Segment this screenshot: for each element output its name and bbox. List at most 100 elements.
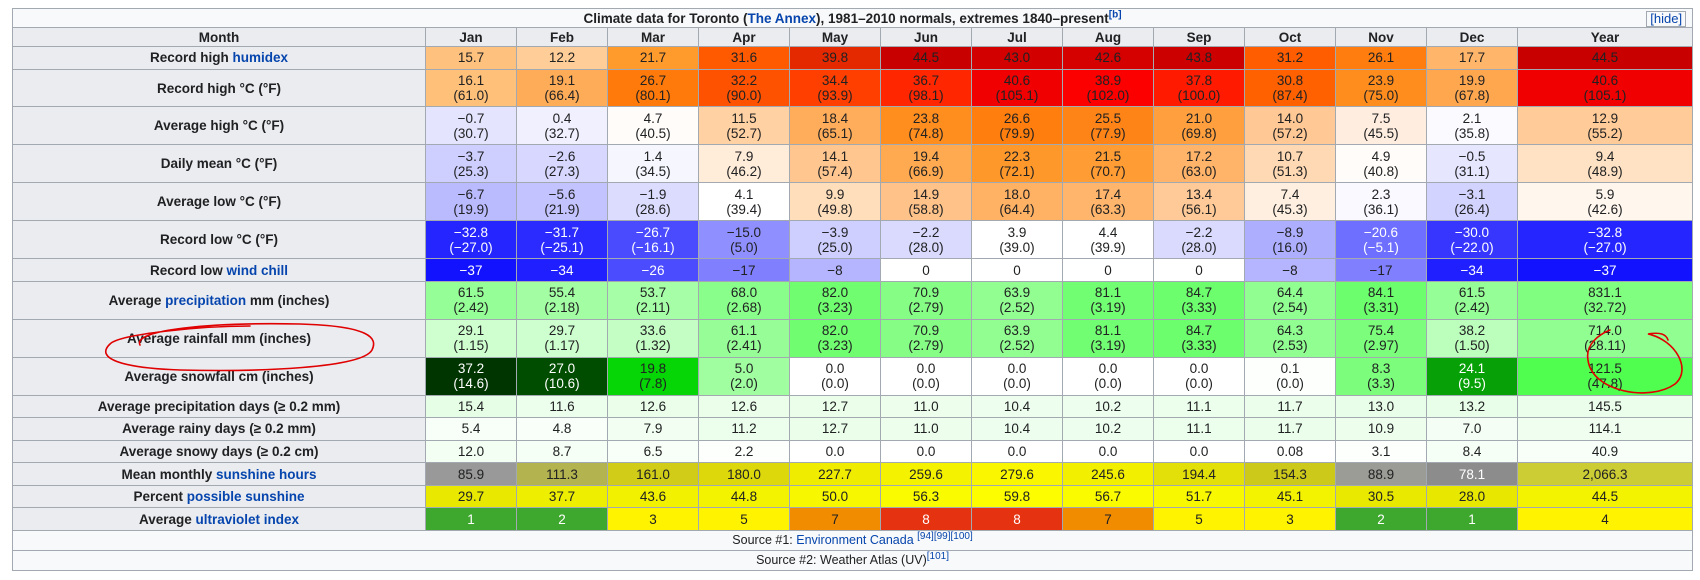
cell-value: 10.9	[1367, 421, 1395, 437]
source-2-label: Source #2: Weather Atlas (UV)	[756, 553, 927, 567]
cell-value-secondary: (25.0)	[817, 239, 853, 255]
cell-value-secondary: (2.54)	[1272, 300, 1308, 316]
cell-year: 145.5	[1516, 394, 1694, 419]
caption-link-the-annex[interactable]: The Annex	[747, 10, 817, 26]
cell-value: 84.7	[1185, 285, 1213, 301]
cell-value-secondary: (40.8)	[1363, 163, 1399, 179]
cell-value: 12.7	[821, 398, 849, 414]
cell-value: 7	[1104, 511, 1112, 527]
row-label-link[interactable]: wind chill	[226, 262, 289, 278]
cell-mar: 161.0	[607, 462, 699, 486]
cell-apr: 11.5 (52.7)	[698, 106, 790, 146]
row-label: Average rainy days (≥ 0.2 mm)	[12, 417, 426, 441]
row-label-suffix: mm (inches)	[246, 292, 330, 308]
source-2-refs[interactable]: [101]	[926, 550, 949, 562]
cell-year: −32.8 (−27.0)	[1516, 220, 1694, 260]
table-row: Mean monthly sunshine hours 85.9 111.3 161.…	[12, 462, 1694, 486]
header-jul: Jul	[971, 27, 1063, 47]
cell-value-secondary: (21.9)	[544, 201, 580, 217]
cell-value: 43.6	[639, 489, 667, 505]
cell-dec: 78.1	[1426, 462, 1518, 486]
cell-value-secondary: (48.9)	[1587, 163, 1623, 179]
cell-value: −2.2	[1185, 224, 1213, 240]
row-label-link[interactable]: sunshine hours	[216, 466, 317, 482]
cell-value-secondary: (2.97)	[1363, 338, 1399, 354]
cell-value: 14.0	[1276, 110, 1304, 126]
cell-value: 75.4	[1367, 323, 1395, 339]
cell-value: 32.2	[730, 73, 758, 88]
cell-apr: 180.0	[698, 462, 790, 486]
row-label-link[interactable]: ultraviolet index	[195, 511, 300, 527]
cell-value: 21.5	[1094, 148, 1122, 164]
cell-value-secondary: (45.5)	[1363, 125, 1399, 141]
cell-value-secondary: (46.2)	[726, 163, 762, 179]
cell-value-secondary: (98.1)	[908, 88, 944, 103]
cell-sep: 0	[1153, 258, 1245, 282]
cell-value: −3.9	[821, 224, 849, 240]
cell-value: 15.4	[457, 398, 485, 414]
cell-value: 11.6	[549, 398, 575, 414]
cell-value: 145.5	[1588, 398, 1622, 414]
cell-value-secondary: (1.17)	[544, 338, 580, 354]
cell-value: 11.1	[1186, 421, 1212, 437]
source-1-link[interactable]: Environment Canada	[796, 533, 914, 547]
row-label-text: Average snowy days (≥ 0.2 cm)	[119, 444, 319, 460]
row-label-link[interactable]: humidex	[232, 50, 289, 66]
row-label: Average snowy days (≥ 0.2 cm)	[12, 439, 426, 464]
cell-jun: 19.4 (66.9)	[880, 144, 972, 184]
caption-text-suffix: ), 1981–2010 normals, extremes 1840–pres…	[816, 10, 1109, 26]
cell-mar: 7.9	[607, 417, 699, 441]
cell-value-secondary: (74.8)	[908, 125, 944, 141]
row-label-text: Record high °C (°F)	[156, 80, 282, 96]
cell-jul: 279.6	[971, 462, 1063, 486]
cell-value-secondary: (51.3)	[1272, 163, 1308, 179]
row-label-link[interactable]: possible sunshine	[186, 489, 305, 505]
cell-value-secondary: (35.8)	[1454, 125, 1490, 141]
cell-value: 8	[1013, 511, 1021, 527]
cell-value-secondary: (93.9)	[817, 88, 853, 103]
cell-value: 154.3	[1273, 466, 1307, 482]
cell-oct: 45.1	[1244, 484, 1336, 509]
cell-value: 29.7	[548, 323, 576, 339]
hide-button[interactable]: [hide]	[1646, 11, 1687, 27]
cell-value-secondary: (72.1)	[999, 163, 1035, 179]
cell-value: −6.7	[457, 186, 485, 202]
caption-footnote-link[interactable]: [b]	[1108, 9, 1122, 20]
cell-sep: 13.4 (56.1)	[1153, 182, 1245, 222]
cell-value: −32.8	[1587, 224, 1623, 240]
cell-jun: 0.0 (0.0)	[880, 356, 972, 396]
cell-aug: 38.9 (102.0)	[1062, 68, 1154, 108]
cell-apr: 44.8	[698, 484, 790, 509]
cell-jan: 5.4	[425, 417, 517, 441]
cell-jul: 10.4	[971, 417, 1063, 441]
cell-value: 0.0	[1098, 444, 1118, 460]
cell-year: 5.9 (42.6)	[1516, 182, 1694, 222]
cell-value: 161.0	[636, 466, 670, 482]
cell-value-secondary: (1.32)	[635, 338, 671, 354]
cell-oct: 154.3	[1244, 462, 1336, 486]
cell-value-secondary: (3.31)	[1363, 300, 1399, 316]
cell-year: 44.5	[1516, 46, 1694, 70]
cell-value-secondary: (16.0)	[1272, 239, 1308, 255]
cell-value: −20.6	[1363, 224, 1399, 240]
cell-value: 33.6	[639, 323, 667, 339]
cell-sep: 17.2 (63.0)	[1153, 144, 1245, 184]
cell-jul: 63.9 (2.52)	[971, 318, 1063, 358]
cell-value: 44.8	[730, 489, 758, 505]
source-1-refs[interactable]: [94][99][100]	[917, 530, 973, 542]
cell-year: 44.5	[1516, 484, 1694, 509]
cell-value: 121.5	[1588, 361, 1622, 377]
row-label-link[interactable]: precipitation	[165, 292, 247, 308]
cell-value-secondary: (2.42)	[1454, 300, 1490, 316]
cell-value: 11.7	[1277, 398, 1303, 414]
cell-may: 34.4 (93.9)	[789, 68, 881, 108]
cell-sep: 0.0	[1153, 439, 1245, 464]
cell-apr: 12.6	[698, 394, 790, 419]
cell-value-secondary: (2.52)	[999, 338, 1035, 354]
header-apr: Apr	[698, 27, 790, 47]
cell-value: 0.0	[1189, 361, 1209, 377]
cell-aug: 10.2	[1062, 394, 1154, 419]
cell-value: 5	[1195, 511, 1203, 527]
cell-oct: 11.7	[1244, 417, 1336, 441]
cell-mar: 4.7 (40.5)	[607, 106, 699, 146]
